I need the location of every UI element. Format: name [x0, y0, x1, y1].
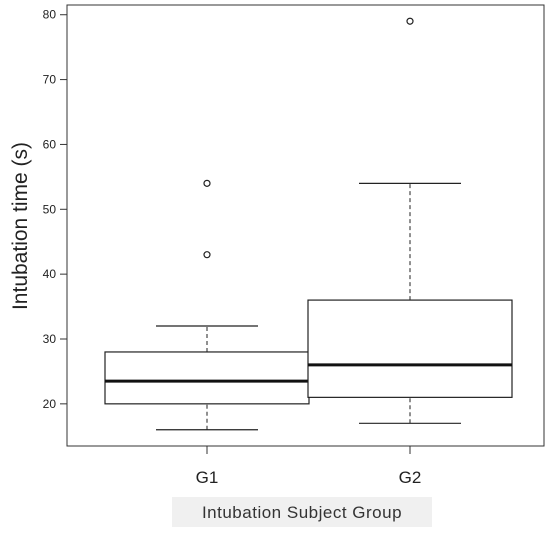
y-tick-label: 50	[43, 202, 57, 216]
x-axis: G1 G2	[196, 445, 422, 487]
x-tick-label-g1: G1	[196, 468, 219, 487]
x-axis-label: Intubation Subject Group	[202, 503, 402, 522]
iqr-box	[307, 299, 513, 398]
box-g2	[307, 17, 513, 424]
y-tick-label: 40	[43, 267, 57, 281]
y-tick-label: 30	[43, 332, 57, 346]
y-tick-label: 80	[43, 8, 57, 22]
y-tick-label: 60	[43, 137, 57, 151]
y-tick-label: 70	[43, 73, 57, 87]
y-tick-label: 20	[43, 397, 57, 411]
box-g1	[104, 179, 310, 431]
outlier-point	[203, 251, 211, 259]
x-axis-label-background	[172, 497, 432, 527]
y-axis: 20 30 40 50 60 70 80	[43, 8, 68, 411]
outlier-point	[406, 17, 414, 25]
iqr-box	[104, 351, 310, 405]
boxes	[104, 17, 513, 431]
outlier-point	[203, 179, 211, 187]
x-tick-label-g2: G2	[399, 468, 422, 487]
y-axis-label: Intubation time (s)	[9, 142, 32, 310]
